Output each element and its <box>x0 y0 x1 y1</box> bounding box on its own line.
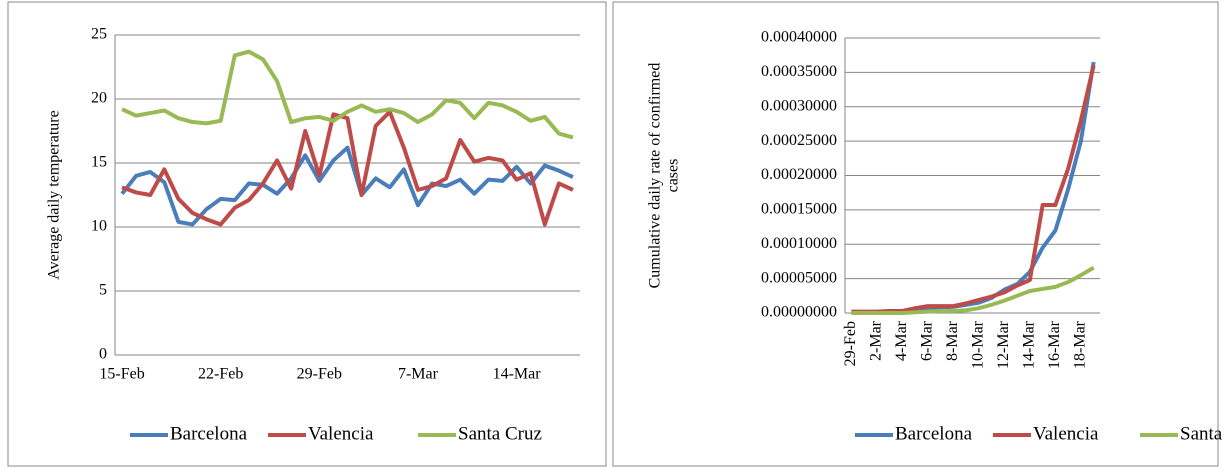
y-axis-label: cases <box>665 159 682 193</box>
y-tick-label: 0.00030000 <box>761 97 837 114</box>
legend-label: Santa Cruz <box>458 423 542 444</box>
series-line <box>121 49 574 140</box>
x-tick-label: 29-Feb <box>842 321 859 366</box>
legend-label: Barcelona <box>170 423 248 444</box>
x-tick-label: 18-Mar <box>1072 320 1089 369</box>
series-line <box>120 145 574 227</box>
legend-label: Barcelona <box>895 423 973 444</box>
panel-frame <box>7 1 607 467</box>
y-tick-label: 0.00020000 <box>761 166 837 183</box>
x-tick-label: 6-Mar <box>919 320 936 361</box>
y-tick-label: 0.00035000 <box>761 63 837 80</box>
x-tick-label: 12-Mar <box>995 320 1012 369</box>
x-tick-label: 14-Mar <box>1021 320 1038 369</box>
y-tick-label: 0.00025000 <box>761 132 837 149</box>
y-axis-label: Cumulative daily rate of confirmed <box>647 63 664 289</box>
x-tick-label: 22-Feb <box>198 366 243 383</box>
y-tick-label: 25 <box>91 26 107 43</box>
x-tick-label: 2-Mar <box>868 320 885 361</box>
panel-frame <box>612 1 1219 467</box>
y-tick-label: 0.00010000 <box>761 235 837 252</box>
legend-label: Valencia <box>1033 423 1099 444</box>
x-tick-label: 8-Mar <box>944 320 961 361</box>
x-tick-label: 16-Mar <box>1046 320 1063 369</box>
y-axis-label: Average daily temperature <box>46 110 63 279</box>
y-tick-label: 0.00015000 <box>761 201 837 218</box>
series-line <box>851 65 1096 314</box>
legend-label: Santa Cruz <box>1180 423 1225 444</box>
y-tick-label: 5 <box>99 282 107 299</box>
series-line <box>851 265 1095 315</box>
y-tick-label: 0.00000000 <box>761 304 837 321</box>
legend-label: Valencia <box>308 423 374 444</box>
x-tick-label: 15-Feb <box>99 366 144 383</box>
y-tick-label: 0 <box>99 346 107 363</box>
x-tick-label: 10-Mar <box>970 320 987 369</box>
y-tick-label: 20 <box>91 90 107 107</box>
x-tick-label: 7-Mar <box>398 366 439 383</box>
x-tick-label: 14-Mar <box>493 366 542 383</box>
series-line <box>121 109 574 227</box>
x-tick-label: 29-Feb <box>297 366 342 383</box>
y-tick-label: 0.00040000 <box>761 29 837 46</box>
y-tick-label: 0.00005000 <box>761 269 837 286</box>
x-tick-label: 4-Mar <box>893 320 910 361</box>
y-tick-label: 15 <box>91 154 107 171</box>
y-tick-label: 10 <box>91 218 107 235</box>
